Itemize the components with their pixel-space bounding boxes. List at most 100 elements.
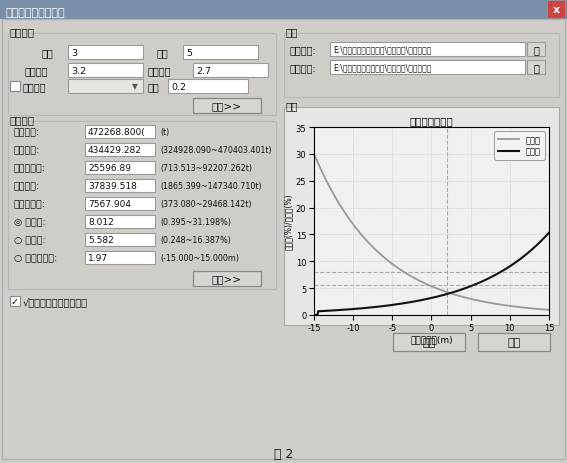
- Text: 品位: 品位: [148, 82, 160, 92]
- Text: ○ 后冲线位置:: ○ 后冲线位置:: [14, 254, 57, 263]
- Bar: [85, 162, 155, 175]
- Bar: [193, 271, 261, 287]
- Text: ▼: ▼: [132, 82, 138, 91]
- Text: 图 2: 图 2: [274, 448, 293, 461]
- Bar: [330, 61, 525, 75]
- Bar: [10, 82, 20, 92]
- 损失率: [459, 287, 466, 293]
- Text: √输出矿岩界线处剖面图: √输出矿岩界线处剖面图: [23, 296, 88, 307]
- Bar: [68, 80, 143, 94]
- Bar: [168, 80, 248, 94]
- 损失率: [404, 300, 411, 306]
- Text: x: x: [552, 5, 560, 15]
- Text: 472268.800(: 472268.800(: [88, 128, 146, 137]
- Text: E:\【项目】露天矿爆破\测试用例\品位控制块: E:\【项目】露天矿爆破\测试用例\品位控制块: [333, 63, 431, 72]
- Text: (-15.000~15.000m): (-15.000~15.000m): [160, 254, 239, 263]
- Text: E:\【项目】露天矿爆破\测试用例\开采水平矿: E:\【项目】露天矿爆破\测试用例\开采水平矿: [333, 45, 431, 54]
- 损失率: [481, 278, 488, 283]
- Bar: [527, 61, 545, 75]
- 损失率: [387, 303, 394, 308]
- Bar: [68, 46, 143, 60]
- Text: 参数设置: 参数设置: [10, 27, 35, 37]
- Text: 计算>>: 计算>>: [212, 101, 242, 111]
- Text: 指标设置: 指标设置: [10, 115, 35, 125]
- 贫化率: [311, 152, 318, 157]
- Bar: [284, 34, 559, 98]
- 损失率: [311, 313, 318, 318]
- Bar: [193, 64, 268, 78]
- Bar: [330, 43, 525, 57]
- Text: 输入: 输入: [286, 27, 298, 37]
- 贫化率: [481, 300, 488, 305]
- Bar: [85, 198, 155, 211]
- Bar: [85, 144, 155, 156]
- Text: 查看>>: 查看>>: [212, 274, 242, 284]
- Text: (t): (t): [160, 128, 170, 137]
- Text: 矿体模型:: 矿体模型:: [290, 45, 317, 55]
- Text: 🗁: 🗁: [533, 63, 539, 73]
- Bar: [85, 216, 155, 229]
- 损失率: [545, 231, 552, 236]
- Text: (1865.399~147340.710t): (1865.399~147340.710t): [160, 182, 261, 191]
- Text: 矿岩分界处边界控制: 矿岩分界处边界控制: [6, 8, 66, 18]
- Bar: [527, 43, 545, 57]
- Text: ◎ 损失率:: ◎ 损失率:: [14, 218, 46, 227]
- Bar: [0, 0, 567, 20]
- Text: 步距: 步距: [42, 48, 54, 58]
- Text: 金属元素: 金属元素: [23, 82, 46, 92]
- Text: 434429.282: 434429.282: [88, 146, 142, 155]
- Text: 混入废石量:: 混入废石量:: [14, 164, 46, 173]
- Text: 损失矿量:: 损失矿量:: [14, 182, 40, 191]
- 贫化率: [339, 206, 346, 212]
- Text: (0.395~31.198%): (0.395~31.198%): [160, 218, 231, 227]
- Bar: [85, 126, 155, 139]
- Text: (0.248~16.387%): (0.248~16.387%): [160, 236, 231, 245]
- Legend: 贫化率, 损失率: 贫化率, 损失率: [494, 132, 545, 161]
- Text: 采出矿量:: 采出矿量:: [14, 146, 40, 155]
- 贫化率: [387, 260, 394, 266]
- Text: 7567.904: 7567.904: [88, 200, 131, 208]
- Bar: [284, 108, 559, 325]
- Text: 损失金属量:: 损失金属量:: [14, 200, 46, 209]
- Text: 动用矿量:: 动用矿量:: [14, 128, 40, 137]
- Text: 8.012: 8.012: [88, 218, 114, 226]
- 损失率: [339, 307, 346, 313]
- Bar: [193, 99, 261, 114]
- Bar: [8, 34, 276, 116]
- Text: 37839.518: 37839.518: [88, 181, 137, 191]
- Text: 确定: 确定: [422, 337, 435, 347]
- Text: 5: 5: [186, 49, 192, 57]
- Y-axis label: 损失率(%)/贫化率(%): 损失率(%)/贫化率(%): [284, 193, 293, 250]
- Title: 损失贫化曲线图: 损失贫化曲线图: [409, 116, 454, 125]
- Bar: [183, 46, 258, 60]
- Text: 3.2: 3.2: [71, 66, 86, 75]
- 损失率: [480, 278, 487, 284]
- Text: ○ 贫化率:: ○ 贫化率:: [14, 236, 46, 245]
- Text: 3: 3: [71, 49, 77, 57]
- Bar: [393, 333, 465, 351]
- Bar: [547, 1, 565, 19]
- Line: 损失率: 损失率: [314, 233, 549, 315]
- Bar: [10, 296, 20, 307]
- Text: ✓: ✓: [11, 296, 19, 307]
- Text: (373.080~29468.142t): (373.080~29468.142t): [160, 200, 252, 209]
- Text: (324928.090~470403.401t): (324928.090~470403.401t): [160, 146, 272, 155]
- Text: 矿石体重: 矿石体重: [25, 66, 49, 76]
- Text: 输出: 输出: [286, 101, 298, 111]
- Text: 0.2: 0.2: [171, 82, 186, 91]
- 贫化率: [545, 307, 552, 313]
- Line: 贫化率: 贫化率: [314, 155, 549, 310]
- Text: 废石体重: 废石体重: [148, 66, 171, 76]
- Bar: [85, 251, 155, 264]
- Text: 🗁: 🗁: [533, 45, 539, 55]
- Text: 步数: 步数: [157, 48, 169, 58]
- Text: 2.7: 2.7: [196, 66, 211, 75]
- Text: 5.582: 5.582: [88, 236, 114, 244]
- 贫化率: [459, 294, 466, 300]
- Text: 块段模型:: 块段模型:: [290, 63, 317, 73]
- Bar: [478, 333, 550, 351]
- Bar: [68, 64, 143, 78]
- 贫化率: [480, 299, 487, 305]
- Text: 25596.89: 25596.89: [88, 163, 131, 173]
- Bar: [85, 233, 155, 246]
